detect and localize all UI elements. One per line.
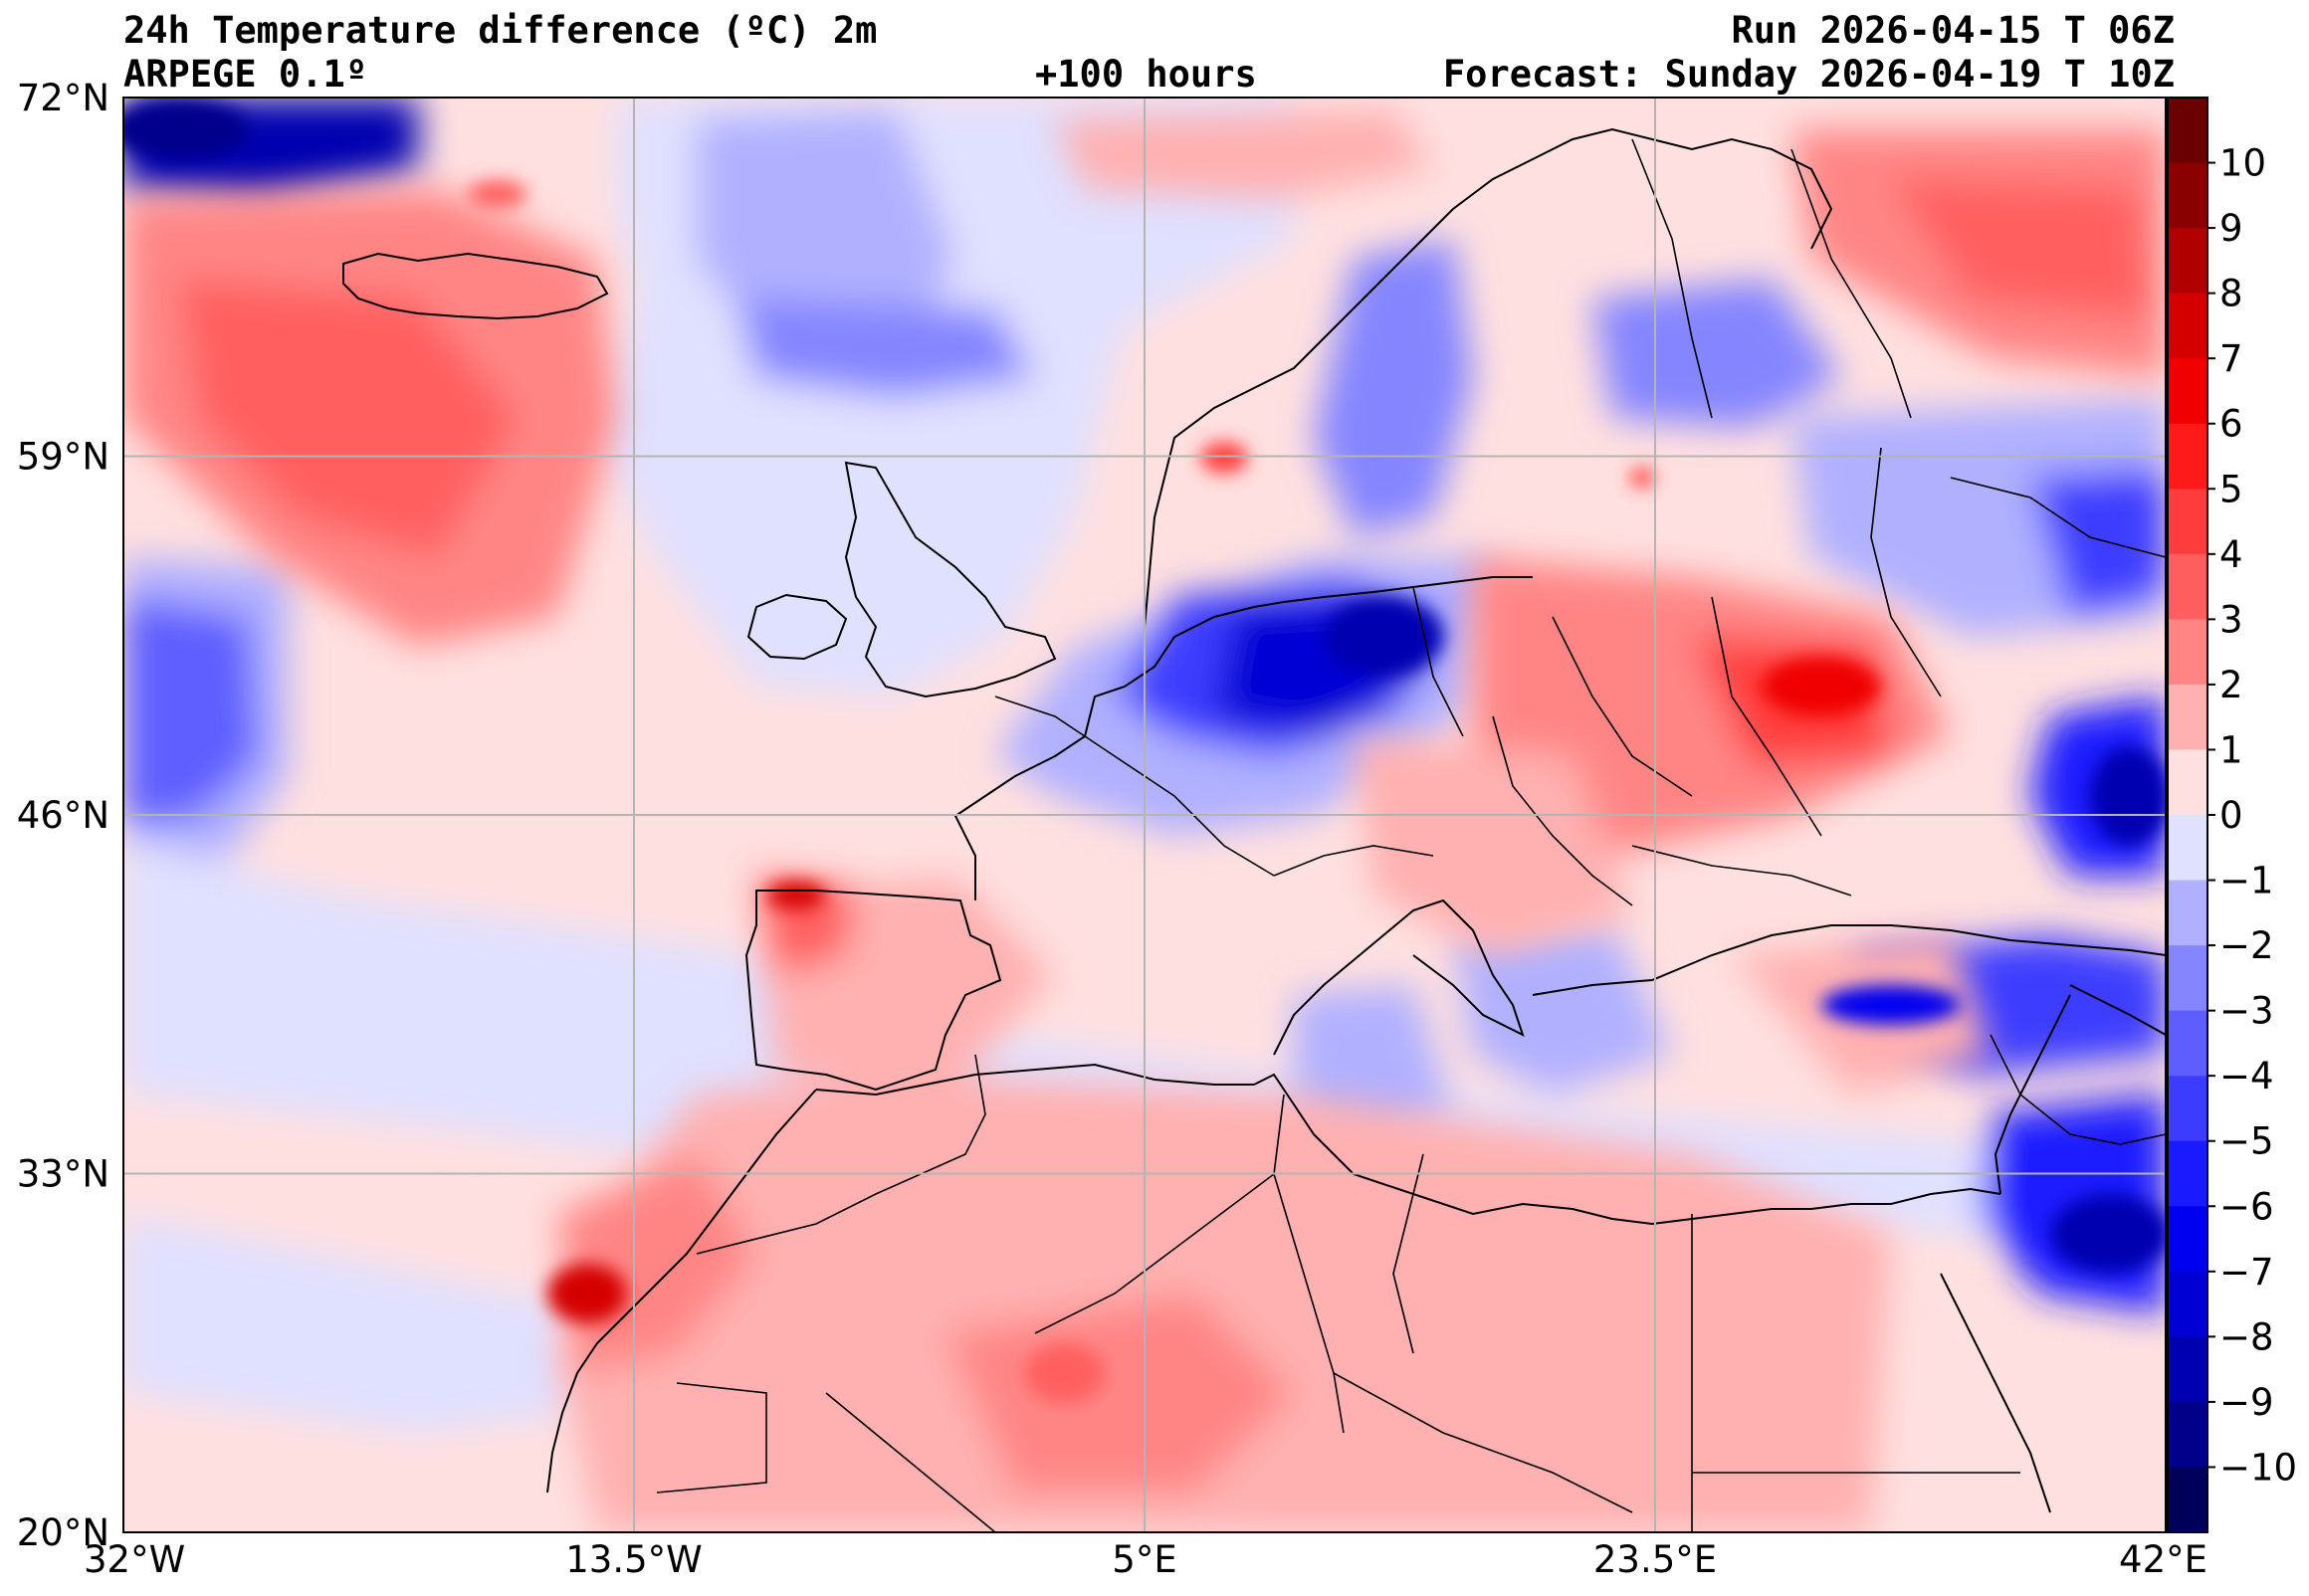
colorbar-tick-label: 3 [2219,598,2243,641]
colorbar-band [2168,619,2207,686]
colorbar-band [2168,1271,2207,1337]
colorbar-tick-label: −7 [2219,1251,2274,1294]
borders [656,138,2166,1532]
colorbar-tick-label: 1 [2219,728,2243,771]
run-label: Run 2026-04-15 T 06Z [1731,9,2175,52]
coastlines [342,127,2166,1513]
lon-tick-label: 23.5°E [1593,1538,1717,1581]
colorbar-band [2168,162,2207,229]
lat-tick-label: 59°N [17,436,109,479]
colorbar-tick-label: 8 [2219,273,2243,315]
western-europe-coast [953,576,1533,900]
colorbar-band [2168,684,2207,750]
lat-tick-label: 20°N [17,1511,109,1554]
colorbar-tick-label: 0 [2219,794,2243,837]
colorbar-band [2168,1336,2207,1403]
forecast-label: Forecast: Sunday 2026-04-19 T 10Z [1442,53,2175,96]
colorbar-band [2168,423,2207,490]
colorbar-tick-label: −10 [2219,1446,2297,1489]
colorbar-band [2168,749,2207,816]
colorbar-band [2168,98,2207,164]
field-details [123,100,2166,1403]
colorbar-tick-label: 5 [2219,468,2243,510]
colorbar-tick-label: −6 [2219,1185,2274,1228]
italy-coast [1273,898,1525,1056]
colorbar-tick-label: 7 [2219,337,2243,380]
colorbar-tick-label: 4 [2219,533,2243,576]
latitude-axis: 72°N 59°N 46°N 33°N 20°N [17,77,109,1554]
red-sea-coast [1940,1273,2051,1513]
colorbar-tick-label: 2 [2219,664,2243,706]
colorbar-band [2168,1010,2207,1077]
colorbar-band [2168,880,2207,946]
colorbar-band [2168,228,2207,295]
iberia-coast [744,890,1002,1092]
colorbar-tick-label: −3 [2219,990,2274,1033]
colorbar-band [2168,358,2207,425]
lon-tick-label: 42°E [2119,1538,2207,1581]
colorbar-band [2168,1467,2207,1533]
colorbar-tick-label: 6 [2219,403,2243,446]
colorbar-band [2168,1076,2207,1142]
turkey-coast [1532,924,2166,996]
gridlines [123,98,2166,1532]
colorbar-band [2168,945,2207,1012]
arabia-coast [2069,984,2166,1036]
morocco-coast [546,1089,817,1494]
lon-tick-label: 13.5°W [565,1538,702,1581]
colorbar-band [2168,293,2207,359]
colorbar-tick-label: −2 [2219,924,2274,967]
warming-areas [123,109,2166,1532]
colorbar-band [2168,1140,2207,1207]
colorbar-tick-label: −1 [2219,860,2274,902]
colorbar [2168,98,2207,1533]
north-africa-coast [815,1063,2001,1226]
chart-title: 24h Temperature difference (ºC) 2m [123,9,878,52]
lat-tick-label: 46°N [17,794,109,837]
colorbar-band [2168,1401,2207,1468]
model-label: ARPEGE 0.1º [123,53,368,96]
colorbar-tick-label: −4 [2219,1055,2274,1097]
colorbar-frame [2167,97,2208,1533]
longitude-axis: 32°W 13.5°W 5°E 23.5°E 42°E [84,1538,2207,1581]
lon-tick-label: 32°W [84,1538,185,1581]
plot-frame [122,97,2167,1533]
scandinavia-coast [1144,127,1833,628]
colorbar-band [2168,553,2207,620]
lon-tick-label: 5°E [1112,1538,1176,1581]
colorbar-tick-label: −5 [2219,1120,2274,1163]
great-britain-coast [844,461,1057,698]
lead-time-label: +100 hours [1035,53,1257,96]
colorbar-band [2168,489,2207,555]
lat-tick-label: 33°N [17,1153,109,1196]
iceland-coast [342,252,609,320]
colorbar-band [2168,815,2207,882]
ireland-coast [746,593,848,661]
colorbar-tick-label: 9 [2219,207,2243,250]
colorbar-band [2168,1206,2207,1273]
lat-tick-label: 72°N [17,77,109,119]
colorbar-tick-label: 10 [2219,142,2266,185]
colorbar-tick-label: −9 [2219,1381,2274,1424]
colorbar-tick-label: −8 [2219,1315,2274,1358]
temperature-field [123,98,2166,1532]
